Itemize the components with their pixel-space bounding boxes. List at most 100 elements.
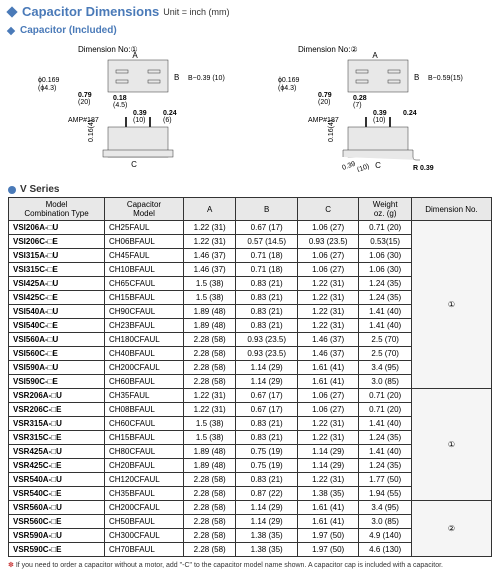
col-a: A [183,198,236,221]
cell-weight: 0.71 (20) [359,403,412,417]
cell-a: 2.28 (58) [183,515,236,529]
svg-text:0.18: 0.18 [113,95,127,102]
cell-a: 2.28 (58) [183,473,236,487]
cell-c: 1.38 (35) [297,487,358,501]
svg-text:(20): (20) [78,99,90,106]
cell-a: 1.89 (48) [183,319,236,333]
cell-weight: 1.41 (40) [359,417,412,431]
cell-c: 1.06 (27) [297,403,358,417]
series-title: V Series [20,184,59,195]
cell-b: 0.83 (21) [236,431,297,445]
svg-text:B: B [174,73,179,82]
svg-text:(4.5): (4.5) [113,102,127,109]
cell-b: 0.57 (14.5) [236,235,297,249]
cell-model: VSI540C-□E [9,319,105,333]
svg-text:(6): (6) [163,117,172,124]
cell-dim: ① [411,221,491,389]
svg-text:A: A [132,51,138,60]
cell-cap: CH35BFAUL [104,487,183,501]
col-model: ModelCombination Type [9,198,105,221]
cell-c: 1.61 (41) [297,515,358,529]
cell-c: 1.22 (31) [297,277,358,291]
cell-cap: CH200CFAUL [104,361,183,375]
cell-c: 1.06 (27) [297,263,358,277]
table-body: VSI206A-□U CH25FAUL 1.22 (31) 0.67 (17) … [9,221,492,557]
cell-a: 2.28 (58) [183,501,236,515]
sub-diamond-bullet [7,26,15,34]
diagram-1: Dimension No:① A B B−0.39 (10) ϕ0.169 (ϕ… [8,42,228,172]
cell-b: 0.83 (21) [236,291,297,305]
cell-a: 1.46 (37) [183,249,236,263]
capacitor-table: ModelCombination Type CapacitorModel A B… [8,197,492,557]
cell-b: 0.75 (19) [236,445,297,459]
col-weight: Weightoz. (g) [359,198,412,221]
cell-model: VSR560C-□E [9,515,105,529]
cell-b: 1.14 (29) [236,375,297,389]
svg-text:(10): (10) [356,163,370,172]
col-c: C [297,198,358,221]
cell-weight: 4.9 (140) [359,529,412,543]
cell-cap: CH15BFAUL [104,431,183,445]
cell-model: VSI590C-□E [9,375,105,389]
cell-b: 0.93 (23.5) [236,333,297,347]
cell-model: VSI425A-□U [9,277,105,291]
cell-model: VSR425C-□E [9,459,105,473]
diagram-1-svg: Dimension No:① A B B−0.39 (10) ϕ0.169 (ϕ… [8,42,228,172]
cell-c: 1.46 (37) [297,347,358,361]
cell-model: VSI315A-□U [9,249,105,263]
svg-text:0.79: 0.79 [78,92,92,99]
cell-c: 1.22 (31) [297,291,358,305]
cell-cap: CH06BFAUL [104,235,183,249]
cell-a: 2.28 (58) [183,487,236,501]
cell-model: VSR540A-□U [9,473,105,487]
cell-dim: ① [411,389,491,501]
svg-text:B−0.39 (10): B−0.39 (10) [188,75,225,82]
cell-dim: ② [411,501,491,557]
cell-c: 1.22 (31) [297,417,358,431]
cell-a: 2.28 (58) [183,361,236,375]
cell-b: 0.83 (21) [236,305,297,319]
svg-text:0.16(4): 0.16(4) [88,120,95,142]
cell-model: VSR315A-□U [9,417,105,431]
cell-weight: 2.5 (70) [359,333,412,347]
svg-text:(10): (10) [373,117,385,124]
cell-model: VSI560A-□U [9,333,105,347]
cell-model: VSI206C-□E [9,235,105,249]
cell-a: 1.5 (38) [183,277,236,291]
svg-text:0.24: 0.24 [403,110,417,117]
cell-cap: CH70BFAUL [104,543,183,557]
cell-a: 1.46 (37) [183,263,236,277]
cell-cap: CH25FAUL [104,221,183,235]
cell-b: 1.14 (29) [236,515,297,529]
cell-c: 1.61 (41) [297,361,358,375]
cell-cap: CH60BFAUL [104,375,183,389]
cell-weight: 1.41 (40) [359,319,412,333]
cell-model: VSI590A-□U [9,361,105,375]
cell-c: 1.61 (41) [297,375,358,389]
diagrams-row: Dimension No:① A B B−0.39 (10) ϕ0.169 (ϕ… [0,38,500,180]
table-row: VSR560A-□U CH200CFAUL 2.28 (58) 1.14 (29… [9,501,492,515]
sub-header: Capacitor (Included) [0,23,500,38]
cell-a: 1.22 (31) [183,403,236,417]
svg-text:B−0.59(15): B−0.59(15) [428,75,463,82]
svg-text:ϕ0.169: ϕ0.169 [38,77,60,84]
cell-cap: CH300CFAUL [104,529,183,543]
star-icon: ✽ [8,562,14,569]
cell-weight: 1.24 (35) [359,291,412,305]
cell-a: 2.28 (58) [183,543,236,557]
cell-model: VSI540A-□U [9,305,105,319]
cell-a: 1.5 (38) [183,291,236,305]
cell-cap: CH15BFAUL [104,291,183,305]
svg-text:0.39: 0.39 [133,110,147,117]
footnote-text: If you need to order a capacitor without… [16,562,443,569]
cell-weight: 1.24 (35) [359,277,412,291]
cell-weight: 1.06 (30) [359,249,412,263]
cell-b: 0.83 (21) [236,473,297,487]
cell-b: 0.75 (19) [236,459,297,473]
cell-cap: CH10BFAUL [104,263,183,277]
series-header: V Series [0,180,500,197]
cell-cap: CH50BFAUL [104,515,183,529]
col-cap: CapacitorModel [104,198,183,221]
svg-text:Dimension No:②: Dimension No:② [298,45,358,54]
cell-weight: 1.41 (40) [359,445,412,459]
